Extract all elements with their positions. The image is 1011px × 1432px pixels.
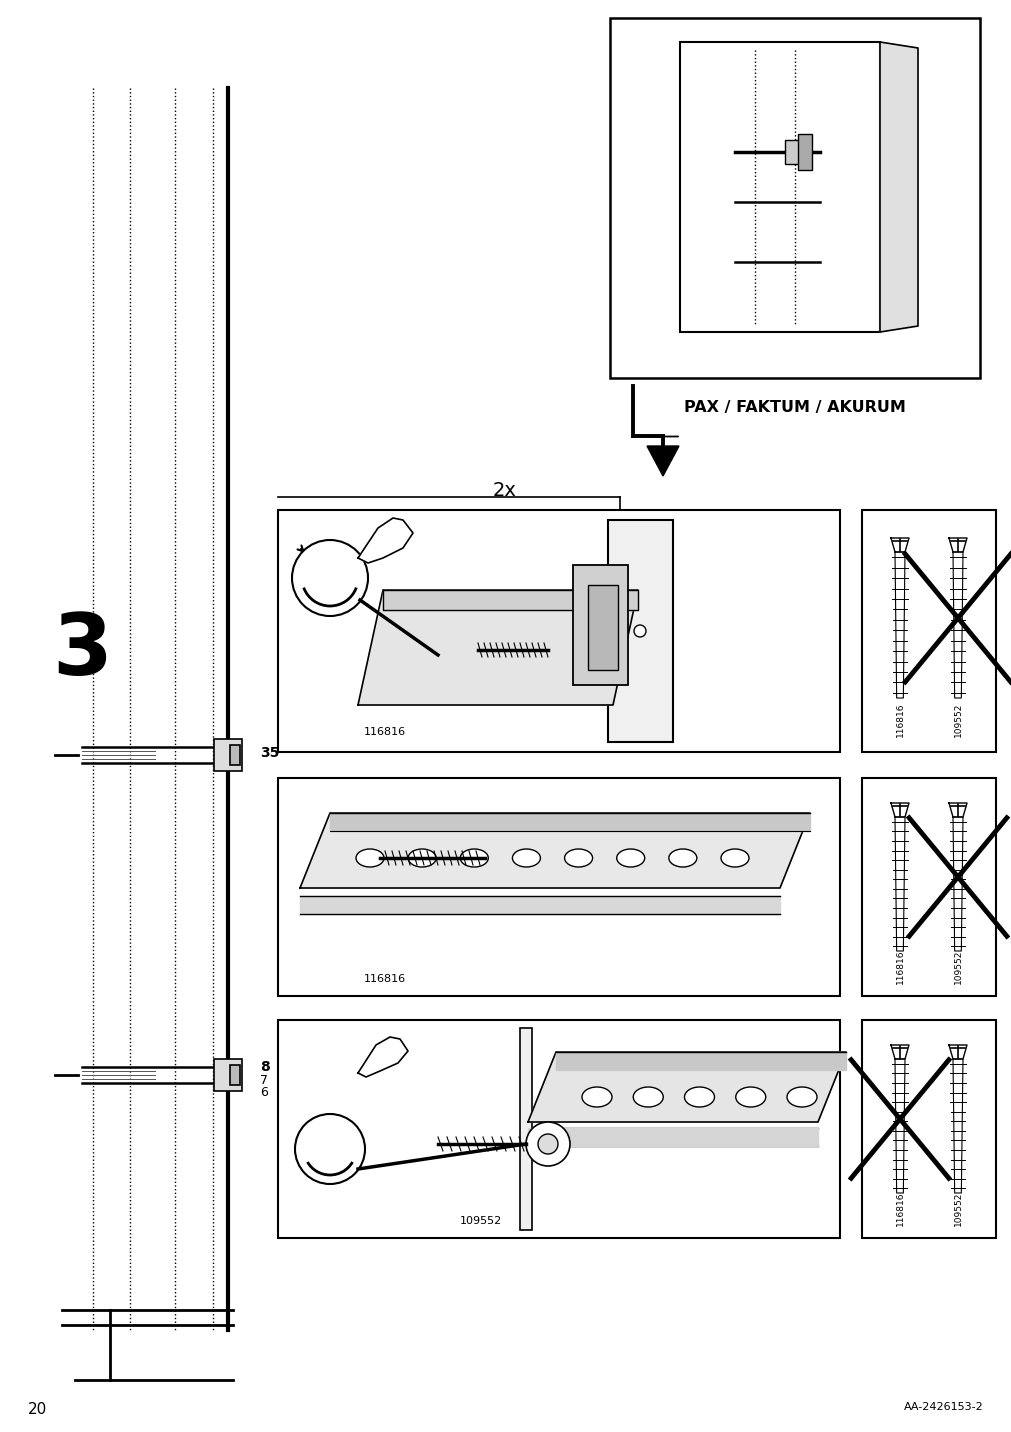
Bar <box>213 1060 242 1091</box>
Polygon shape <box>330 813 809 831</box>
Text: 3: 3 <box>52 610 112 693</box>
Text: 116816: 116816 <box>895 1191 904 1226</box>
Ellipse shape <box>616 849 644 866</box>
Text: 116816: 116816 <box>364 727 405 737</box>
Polygon shape <box>952 551 962 697</box>
Ellipse shape <box>460 849 487 866</box>
Text: 20: 20 <box>28 1402 48 1418</box>
Polygon shape <box>894 1060 904 1193</box>
Text: 116816: 116816 <box>364 974 405 984</box>
Ellipse shape <box>581 1087 612 1107</box>
Bar <box>608 520 672 742</box>
Ellipse shape <box>787 1087 816 1107</box>
Ellipse shape <box>668 849 697 866</box>
Bar <box>278 510 839 752</box>
Bar <box>572 566 628 684</box>
Ellipse shape <box>356 849 383 866</box>
Circle shape <box>292 540 368 616</box>
Polygon shape <box>948 538 967 551</box>
Circle shape <box>538 1134 557 1154</box>
Text: 7: 7 <box>260 1074 268 1087</box>
Text: 109552: 109552 <box>952 703 961 737</box>
Text: 109552: 109552 <box>952 1191 961 1226</box>
Bar <box>861 510 995 752</box>
Bar <box>785 140 806 165</box>
Bar <box>278 778 839 997</box>
Text: AA-2426153-2: AA-2426153-2 <box>904 1402 983 1412</box>
Text: 116816: 116816 <box>895 949 904 984</box>
Bar <box>798 135 811 170</box>
Polygon shape <box>952 818 962 951</box>
Ellipse shape <box>633 1087 662 1107</box>
Polygon shape <box>952 1060 962 1193</box>
Text: 2x: 2x <box>492 481 517 500</box>
Polygon shape <box>880 42 917 332</box>
Polygon shape <box>528 1053 845 1123</box>
Polygon shape <box>948 1045 967 1060</box>
Polygon shape <box>382 590 637 610</box>
Polygon shape <box>299 813 809 888</box>
Ellipse shape <box>512 849 540 866</box>
Bar <box>213 739 242 770</box>
Bar <box>587 586 618 670</box>
Polygon shape <box>299 896 779 914</box>
Polygon shape <box>948 803 967 818</box>
Polygon shape <box>358 1037 407 1077</box>
Bar <box>520 1028 532 1230</box>
Ellipse shape <box>407 849 436 866</box>
Bar <box>610 19 979 378</box>
Text: 6: 6 <box>260 1087 268 1100</box>
Bar <box>861 778 995 997</box>
Ellipse shape <box>720 849 748 866</box>
Bar <box>861 1020 995 1239</box>
Polygon shape <box>890 803 908 818</box>
Text: 109552: 109552 <box>460 1216 501 1226</box>
Ellipse shape <box>683 1087 714 1107</box>
Polygon shape <box>890 1045 908 1060</box>
Bar <box>229 1065 240 1085</box>
Polygon shape <box>646 445 678 475</box>
Polygon shape <box>358 518 412 563</box>
Text: 116816: 116816 <box>895 703 904 737</box>
Polygon shape <box>555 1053 845 1070</box>
Ellipse shape <box>564 849 592 866</box>
Polygon shape <box>890 538 908 551</box>
Text: 109552: 109552 <box>952 949 961 984</box>
Circle shape <box>295 1114 365 1184</box>
Ellipse shape <box>735 1087 765 1107</box>
Text: 8: 8 <box>260 1060 270 1074</box>
Polygon shape <box>894 551 904 697</box>
Bar <box>278 1020 839 1239</box>
Text: PAX / FAKTUM / AKURUM: PAX / FAKTUM / AKURUM <box>683 400 905 415</box>
Polygon shape <box>358 590 637 705</box>
Polygon shape <box>894 818 904 951</box>
Bar <box>229 745 240 765</box>
Polygon shape <box>528 1128 817 1146</box>
Bar <box>679 42 880 332</box>
Circle shape <box>633 624 645 637</box>
Circle shape <box>526 1123 569 1166</box>
Text: 35: 35 <box>260 746 279 760</box>
